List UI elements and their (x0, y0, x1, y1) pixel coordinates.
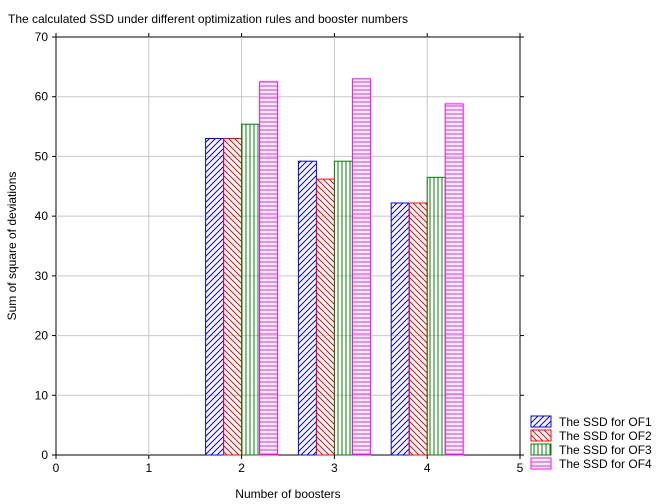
bar-the-ssd-for-of3-x2 (241, 123, 261, 456)
bar-the-ssd-for-of2-x2 (223, 138, 243, 456)
legend-label: The SSD for OF1 (559, 415, 652, 429)
chart-title: The calculated SSD under different optim… (8, 12, 408, 26)
x-tick-label: 4 (424, 461, 431, 475)
x-axis-label: Number of boosters (235, 487, 340, 501)
legend-label: The SSD for OF4 (559, 457, 652, 471)
bar-the-ssd-for-of1-x3 (297, 160, 317, 456)
legend-swatch (530, 443, 552, 456)
bar-the-ssd-for-of4-x2 (259, 81, 279, 456)
x-tick-label: 2 (238, 461, 245, 475)
bar-the-ssd-for-of4-x3 (351, 78, 371, 456)
y-tick-label: 50 (35, 149, 49, 163)
x-axis-ticks: 0 1 2 3 4 5 (53, 33, 524, 475)
bar-the-ssd-for-of4-x4 (444, 103, 464, 456)
bar-the-ssd-for-of2-x4 (408, 202, 428, 456)
x-tick-label: 1 (145, 461, 152, 475)
legend-swatch (530, 429, 552, 442)
bar-the-ssd-for-of1-x2 (205, 138, 225, 456)
legend-label: The SSD for OF2 (559, 429, 652, 443)
x-tick-label: 5 (517, 461, 524, 475)
legend-label: The SSD for OF3 (559, 443, 652, 457)
x-tick-label: 3 (331, 461, 338, 475)
y-tick-label: 30 (35, 269, 49, 283)
y-tick-label: 10 (35, 388, 49, 402)
legend-swatch (530, 415, 552, 428)
y-tick-label: 0 (41, 448, 48, 462)
y-axis-label: Sum of square of deviations (5, 172, 19, 321)
y-axis-ticks: 0 10 20 30 40 50 60 70 (35, 30, 524, 462)
y-tick-label: 60 (35, 90, 49, 104)
bar-the-ssd-for-of3-x3 (333, 160, 353, 456)
y-tick-label: 40 (35, 209, 49, 223)
x-tick-label: 0 (53, 461, 60, 475)
bar-the-ssd-for-of3-x4 (426, 176, 446, 456)
y-tick-label: 20 (35, 329, 49, 343)
legend-swatch (530, 457, 552, 470)
bars (205, 78, 464, 456)
y-tick-label: 70 (35, 30, 49, 44)
bar-the-ssd-for-of1-x4 (390, 202, 410, 456)
bar-the-ssd-for-of2-x3 (315, 178, 335, 456)
